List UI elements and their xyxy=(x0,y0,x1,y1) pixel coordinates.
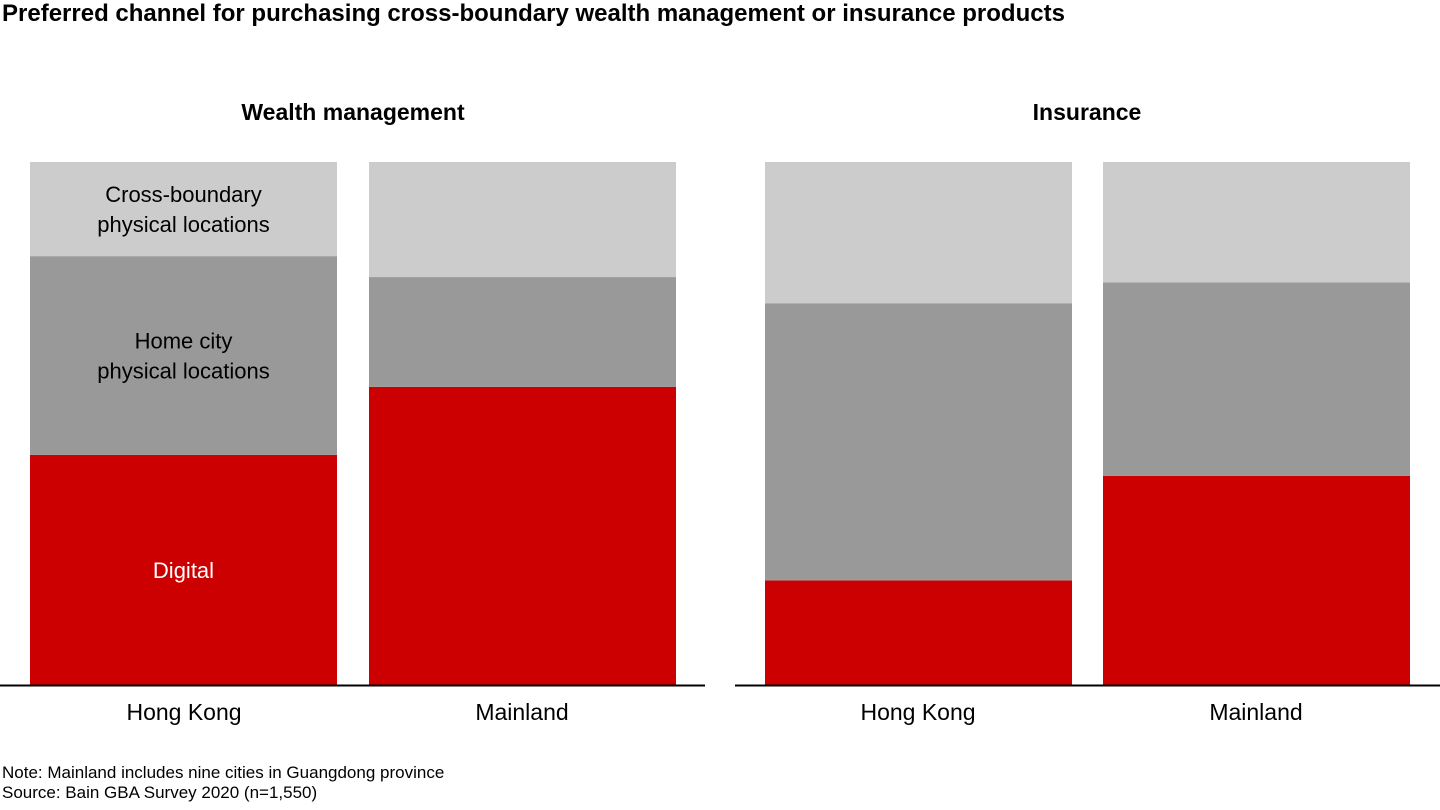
bar-segment-mainland-digital xyxy=(1103,475,1410,685)
panel-insurance: Insurance Hong Kong Mainland xyxy=(735,99,1440,725)
note-text: Note: Mainland includes nine cities in G… xyxy=(2,763,445,782)
category-label-mainland: Mainland xyxy=(1209,699,1302,725)
bar-segment-mainland-home-city-physical-locations xyxy=(1103,282,1410,476)
segment-label-cross-boundary-physical-locations: physical locations xyxy=(97,212,269,237)
segment-label-cross-boundary-physical-locations: Cross-boundary xyxy=(105,182,262,207)
panel-title-wealth-management: Wealth management xyxy=(241,99,465,125)
bar-segment-mainland-cross-boundary-physical-locations xyxy=(369,162,676,278)
chart-area: Wealth management Digital Home city physic… xyxy=(0,99,1440,725)
segment-label-home-city-physical-locations: physical locations xyxy=(97,359,269,384)
chart-title: Preferred channel for purchasing cross-b… xyxy=(2,0,1065,27)
segment-label-digital: Digital xyxy=(153,558,214,583)
bar-segment-hong-kong-digital xyxy=(765,580,1072,685)
bar-segment-mainland-home-city-physical-locations xyxy=(369,277,676,387)
bars-wealth-management: Digital Home city physical locations Cross-… xyxy=(30,162,676,685)
footnote: Note: Mainland includes nine cities in G… xyxy=(2,763,444,803)
bar-segment-mainland-digital xyxy=(369,386,676,685)
category-label-mainland: Mainland xyxy=(475,699,568,725)
bars-insurance xyxy=(765,162,1410,685)
bar-segment-hong-kong-home-city-physical-locations xyxy=(765,303,1072,581)
category-label-hong-kong: Hong Kong xyxy=(126,699,241,725)
category-label-hong-kong: Hong Kong xyxy=(860,699,975,725)
bar-segment-mainland-cross-boundary-physical-locations xyxy=(1103,162,1410,283)
bar-segment-hong-kong-cross-boundary-physical-locations xyxy=(765,162,1072,304)
segment-label-home-city-physical-locations: Home city xyxy=(135,329,233,354)
bar-segment-hong-kong-digital xyxy=(30,454,337,685)
bar-segment-hong-kong-home-city-physical-locations xyxy=(30,256,337,455)
panel-wealth-management: Wealth management Digital Home city physic… xyxy=(0,99,705,725)
bar-segment-hong-kong-cross-boundary-physical-locations xyxy=(30,162,337,257)
source-text: Source: Bain GBA Survey 2020 (n=1,550) xyxy=(2,783,318,802)
panel-title-insurance: Insurance xyxy=(1033,99,1142,125)
